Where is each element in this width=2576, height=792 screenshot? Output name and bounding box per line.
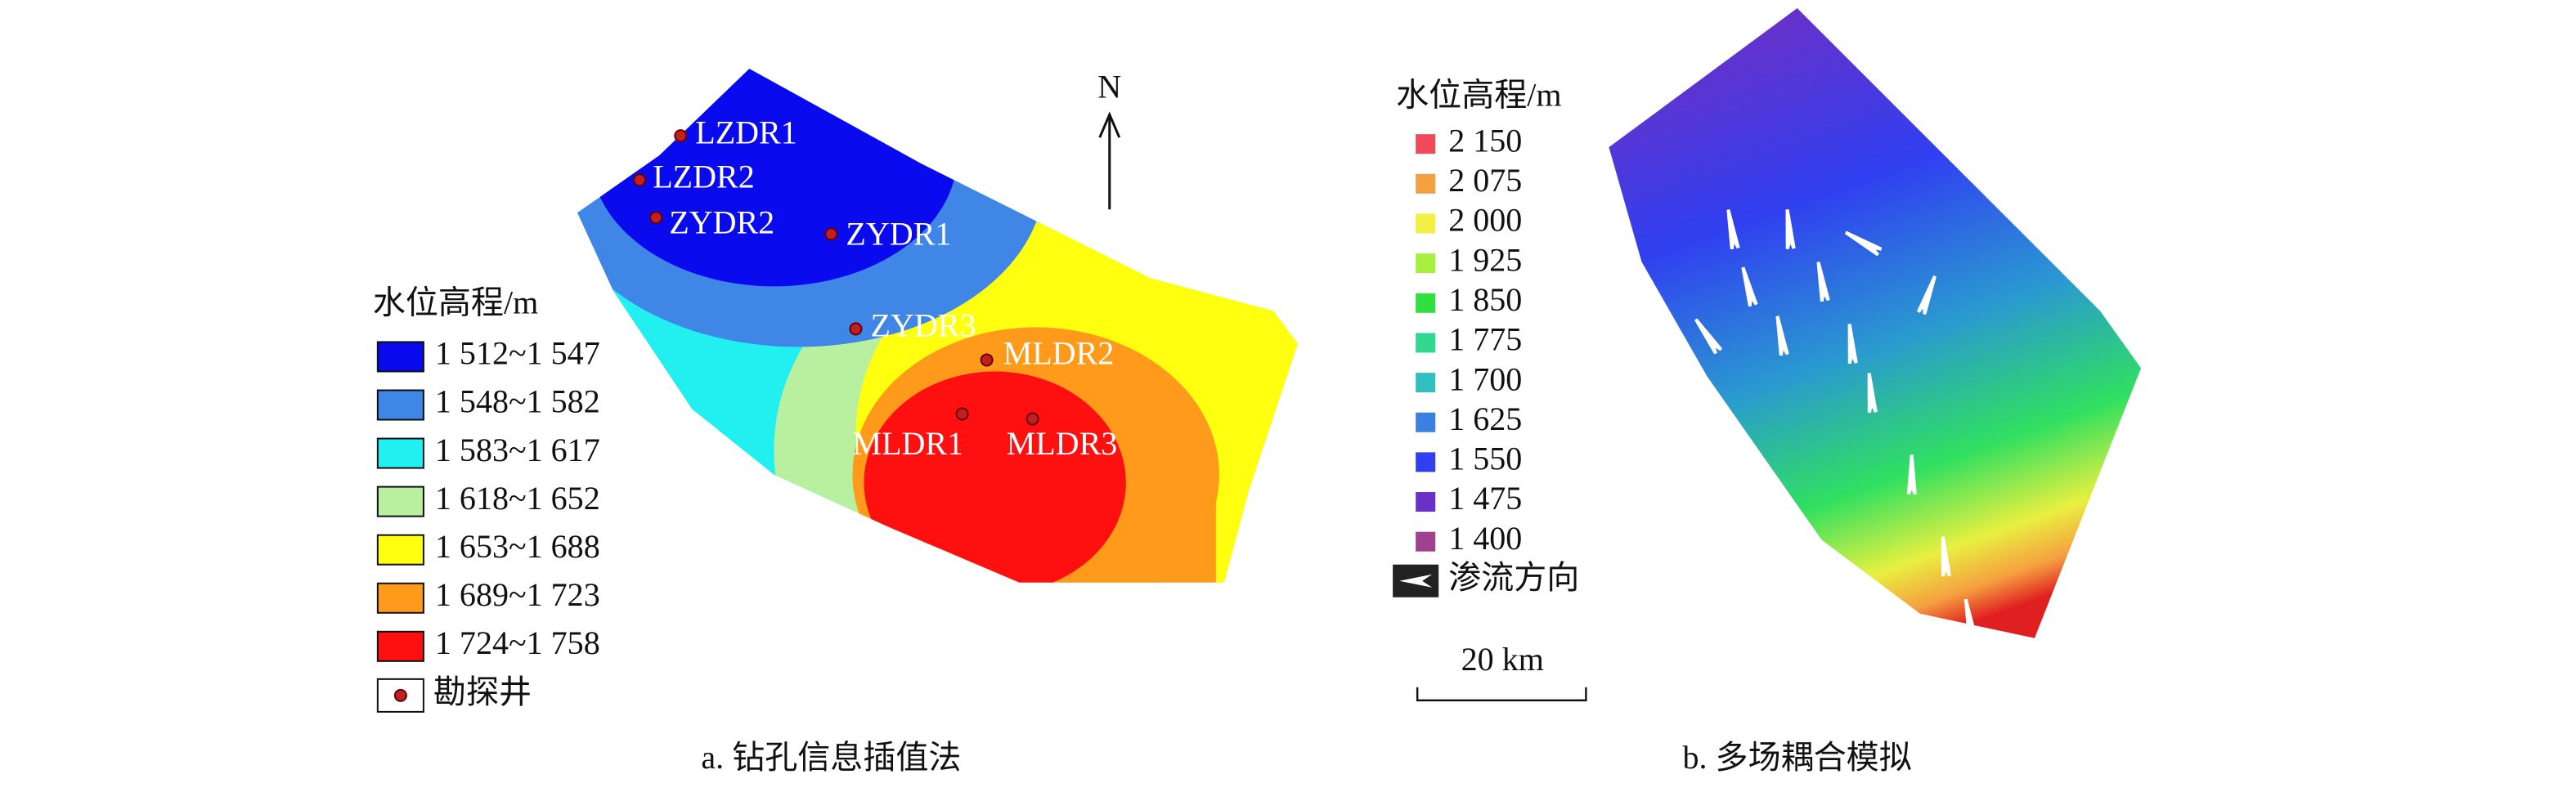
flow-legend-label: 渗流方向 — [1448, 559, 1579, 596]
legend-swatch — [1416, 492, 1436, 512]
legend-title: 水位高程/m — [1396, 76, 1561, 113]
flow-arrow — [1941, 536, 1951, 577]
flow-arrow — [1741, 266, 1758, 307]
well-label: ZYDR3 — [870, 307, 976, 344]
well-legend-mark — [393, 688, 407, 702]
scale-bar — [1416, 687, 1587, 702]
north-arrow — [1098, 111, 1121, 210]
flow-arrow — [1775, 315, 1789, 356]
caption: b. 多场耦合模拟 — [1683, 739, 1912, 776]
legend-label: 1 583~1 617 — [435, 432, 600, 468]
legend-swatch — [376, 534, 424, 566]
flow-arrow — [1785, 209, 1796, 250]
flow-arrow — [1694, 318, 1723, 355]
flow-arrow — [1917, 275, 1936, 315]
flow-arrow — [1963, 598, 1977, 639]
legend-label: 2 075 — [1448, 162, 1522, 199]
north-label: N — [1097, 68, 1121, 105]
interpolation-map — [577, 69, 1299, 583]
well-label: ZYDR2 — [669, 204, 774, 240]
legend-swatch — [376, 341, 424, 373]
scale-bar-label: 20 km — [1461, 641, 1544, 678]
simulation-map — [1609, 8, 2142, 638]
legend-label: 1 475 — [1448, 480, 1522, 517]
well-label: LZDR1 — [695, 114, 797, 150]
well-label: ZYDR1 — [846, 215, 951, 252]
legend-swatch — [376, 485, 424, 517]
legend-swatch — [376, 630, 424, 662]
legend-swatch — [1416, 412, 1436, 432]
legend-swatch — [1416, 333, 1436, 353]
legend-label: 1 625 — [1448, 400, 1522, 437]
flow-arrow — [1906, 454, 1917, 495]
legend-swatch — [1416, 373, 1436, 393]
legend-label: 2 000 — [1448, 202, 1522, 239]
flow-arrow — [1816, 262, 1830, 302]
legend-swatch — [1416, 213, 1436, 234]
legend-swatch — [376, 582, 424, 614]
flow-legend-arrow — [1399, 574, 1433, 588]
legend-swatch — [1416, 293, 1436, 313]
well-label: MLDR3 — [1007, 425, 1118, 462]
flow-arrows — [1694, 209, 1977, 639]
legend-swatch — [1416, 531, 1436, 552]
well-legend-label: 勘探井 — [433, 673, 532, 710]
legend-label: 1 724~1 758 — [435, 624, 600, 661]
legend-label: 1 550 — [1448, 441, 1522, 477]
legend-swatch — [1416, 134, 1436, 154]
legend-swatch — [1416, 173, 1436, 194]
legend-label: 1 548~1 582 — [435, 383, 600, 420]
well-label: LZDR2 — [653, 158, 755, 195]
wells — [633, 129, 1039, 426]
legend-label: 1 689~1 723 — [435, 576, 600, 613]
well-label: MLDR2 — [1003, 335, 1115, 372]
legend-swatch — [1416, 452, 1436, 472]
legend-label: 1 775 — [1448, 321, 1522, 358]
legend-label: 2 150 — [1448, 122, 1522, 159]
flow-arrow — [1844, 230, 1883, 257]
legend-label: 1 653~1 688 — [435, 528, 600, 565]
legend-title: 水位高程/m — [373, 284, 538, 321]
legend-swatch — [1416, 253, 1436, 274]
legend-label: 1 700 — [1448, 360, 1522, 397]
legend-swatch — [376, 389, 424, 421]
legend-label: 1 925 — [1448, 241, 1522, 278]
flow-arrow — [1726, 209, 1740, 249]
legend: 1 512~1 547 1 548~1 582 1 583~1 617 1 618~1… — [376, 335, 600, 662]
legend-label: 1 400 — [1448, 520, 1522, 557]
legend-swatch — [376, 437, 424, 469]
legend-label: 1 618~1 652 — [435, 480, 600, 517]
legend-label: 1 850 — [1448, 281, 1522, 318]
well-label: MLDR1 — [852, 425, 963, 462]
legend-label: 1 512~1 547 — [435, 335, 600, 372]
flow-arrow — [1867, 373, 1878, 414]
flow-arrow — [1847, 324, 1858, 365]
caption: a. 钻孔信息插值法 — [701, 739, 961, 776]
